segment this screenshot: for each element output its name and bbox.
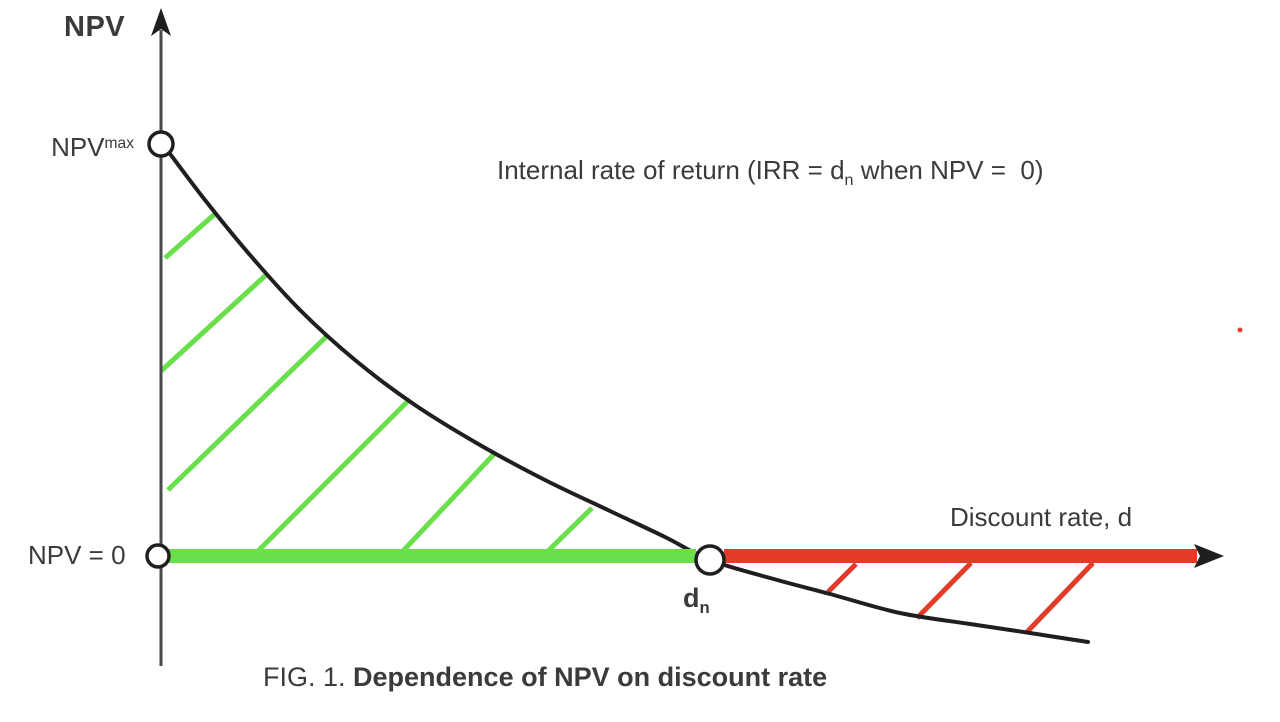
red-dot-artifact [1237,327,1243,333]
green-hatch-line [255,397,412,554]
dn-subscript: n [699,598,710,617]
y-axis-arrowhead [151,8,171,36]
red-hatch-line [1025,561,1095,634]
green-hatch-line [166,333,330,492]
green-hatch-line [546,506,594,553]
dn-label: dn [683,583,710,618]
green-hatch-line [401,450,498,553]
green-hatch-line [163,211,218,260]
origin-point [145,543,171,569]
x-axis-arrowhead [1194,544,1224,568]
figure-caption: FIG. 1. Dependence of NPV on discount ra… [263,662,827,693]
figure-number: FIG. 1. [263,662,354,692]
irr-annotation-suffix: when NPV = 0) [853,155,1044,185]
green-hatch-line [159,273,268,373]
irr-annotation-subscript: n [844,171,854,189]
npv-max-point [147,130,175,158]
npv-max-superscript: max [104,135,134,152]
irr-annotation: Internal rate of return (IRR = dn when N… [497,155,1044,190]
y-axis-title: NPV [64,11,126,43]
npv-curve [160,141,1090,644]
caption-text: Dependence of NPV on discount rate [353,662,828,692]
npv-max-label: NPVmax [18,132,134,163]
dn-base: d [683,583,700,613]
red-hatch-line [915,561,973,620]
red-hatch-line [826,562,858,594]
negative-npv-axis-segment [724,549,1197,563]
npv-zero-label: NPV = 0 [28,540,126,570]
positive-npv-axis-segment [169,549,696,563]
x-axis-title: Discount rate, d [950,502,1133,532]
dn-point [694,544,726,576]
npv-max-base: NPV [51,132,105,162]
irr-annotation-prefix: Internal rate of return (IRR = d [497,155,845,185]
